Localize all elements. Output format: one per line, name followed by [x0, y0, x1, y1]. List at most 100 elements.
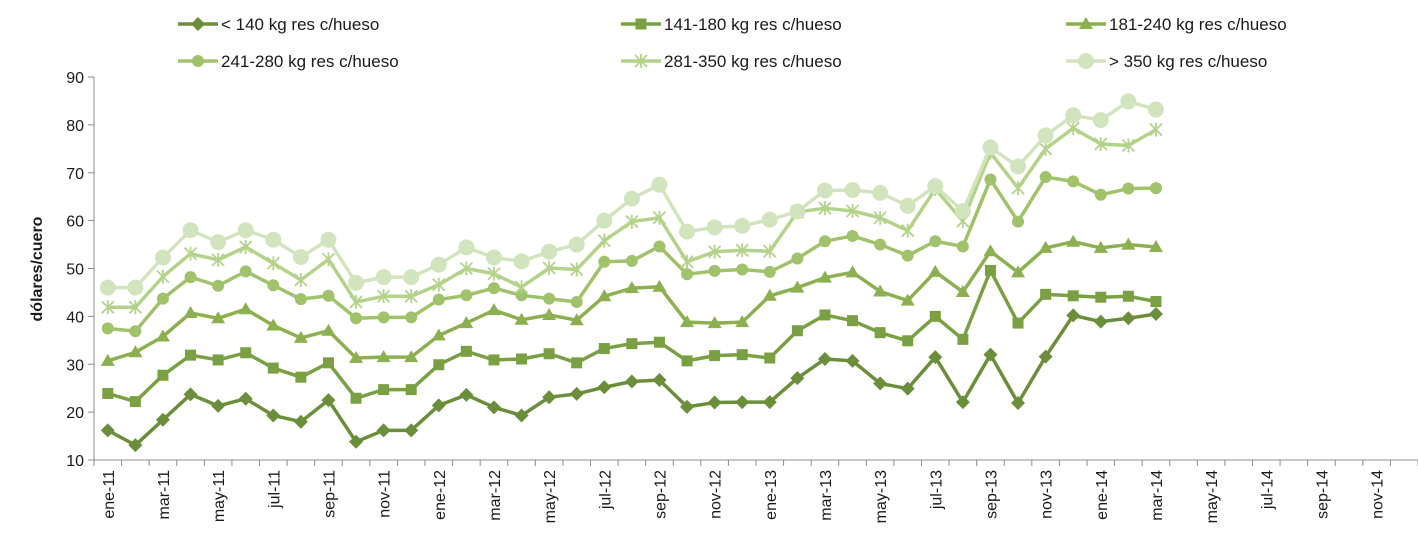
data-point	[102, 387, 114, 399]
data-point	[1150, 296, 1162, 308]
data-point	[238, 302, 253, 315]
data-point	[185, 349, 197, 361]
data-point	[155, 412, 170, 427]
data-point	[543, 348, 555, 360]
data-point	[487, 282, 500, 295]
data-point	[1148, 239, 1163, 252]
x-tick-label: nov-14	[1370, 470, 1387, 519]
data-point	[982, 139, 999, 156]
data-point	[183, 246, 198, 261]
data-point	[514, 312, 529, 325]
data-point	[487, 266, 501, 281]
data-point	[625, 254, 638, 267]
series-4	[101, 171, 1162, 338]
data-point	[431, 328, 446, 341]
data-point	[155, 329, 170, 342]
data-point	[488, 354, 500, 366]
x-tick-label: sep-13	[983, 470, 1000, 519]
data-point	[211, 398, 226, 413]
data-point	[322, 357, 334, 369]
data-point	[129, 396, 141, 408]
legend-marker	[192, 55, 204, 67]
data-point	[598, 255, 611, 268]
data-point	[791, 252, 804, 265]
data-point	[873, 284, 888, 297]
data-point	[543, 292, 556, 305]
data-point	[210, 234, 227, 251]
data-point	[100, 423, 115, 438]
data-point	[211, 252, 225, 267]
data-point	[1067, 175, 1080, 188]
data-point	[404, 423, 419, 438]
data-point	[1122, 182, 1135, 195]
data-point	[293, 330, 308, 343]
data-point	[376, 289, 391, 304]
data-point	[652, 210, 667, 225]
x-tick-label: sep-11	[321, 470, 338, 518]
data-point	[708, 264, 721, 277]
legend-label: 241-280 kg res c/hueso	[221, 52, 399, 71]
data-point	[320, 231, 337, 248]
data-point	[350, 392, 362, 404]
data-point	[681, 355, 693, 367]
data-point	[183, 306, 198, 319]
legend-label: 281-350 kg res c/hueso	[664, 52, 842, 71]
data-point	[349, 351, 364, 364]
data-point	[1148, 306, 1163, 321]
data-point	[1065, 107, 1082, 124]
data-point	[1093, 314, 1108, 329]
data-point	[376, 423, 391, 438]
data-point	[761, 211, 778, 228]
data-point	[267, 362, 279, 374]
data-point	[596, 212, 613, 229]
data-point	[1092, 112, 1109, 129]
data-point	[846, 229, 859, 242]
data-point	[514, 280, 529, 295]
x-tick-label: jul-11	[266, 470, 283, 509]
data-point	[238, 391, 253, 406]
data-point	[375, 269, 392, 286]
data-point	[266, 256, 280, 271]
legend-item: 141-180 kg res c/hueso	[621, 15, 842, 34]
data-point	[377, 311, 390, 324]
data-point	[265, 231, 282, 248]
data-point	[99, 279, 116, 296]
data-point	[542, 261, 556, 276]
legend-label: < 140 kg res c/hueso	[221, 15, 379, 34]
x-tick-label: may-12	[542, 470, 559, 523]
x-tick-label: mar-12	[487, 470, 504, 521]
data-point	[844, 181, 861, 198]
data-point	[154, 249, 171, 266]
data-point	[1094, 188, 1107, 201]
data-point	[350, 312, 363, 325]
data-point	[515, 289, 528, 302]
x-tick-label: ene-11	[101, 470, 118, 519]
data-point	[707, 395, 722, 410]
data-point	[128, 438, 143, 453]
y-tick-label: 50	[66, 262, 84, 279]
data-point	[569, 386, 584, 401]
y-tick-label: 30	[66, 357, 84, 374]
data-point	[680, 254, 694, 269]
data-point	[653, 240, 666, 253]
data-point	[625, 214, 639, 229]
data-point	[597, 289, 612, 302]
data-point	[734, 217, 751, 234]
data-point	[266, 408, 281, 423]
data-point	[541, 243, 558, 260]
series-3	[100, 234, 1163, 366]
data-point	[486, 303, 501, 316]
x-tick-label: may-14	[1204, 470, 1221, 523]
data-point	[1040, 288, 1052, 300]
y-tick-label: 70	[66, 166, 84, 183]
data-point	[459, 261, 474, 276]
data-point	[432, 277, 446, 292]
legend-marker	[634, 54, 648, 68]
data-point	[902, 335, 914, 347]
y-axis-title: dólares/cuero	[29, 216, 46, 321]
x-tick-label: nov-11	[377, 470, 394, 518]
data-point	[597, 233, 611, 248]
data-point	[267, 279, 280, 292]
data-point	[459, 387, 474, 402]
series-1	[100, 306, 1163, 453]
